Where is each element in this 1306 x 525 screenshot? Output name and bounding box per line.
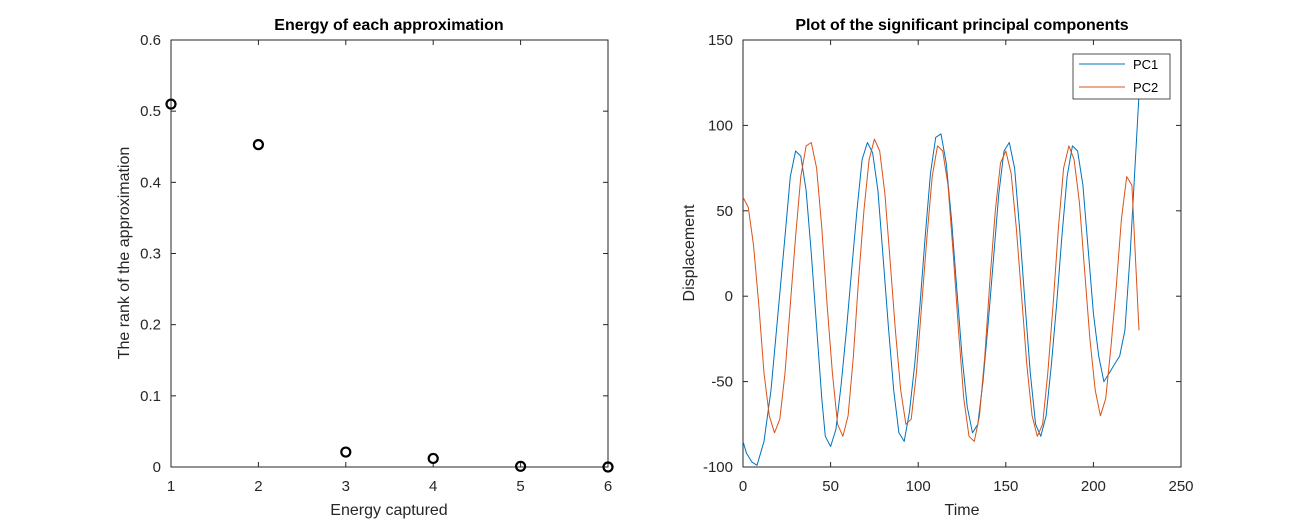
scatter-x-tick-label: 1	[167, 478, 175, 495]
line-x-tick-label: 150	[993, 478, 1018, 495]
legend: PC1 PC2	[1072, 53, 1171, 100]
line-title: Plot of the significant principal compon…	[795, 17, 1128, 34]
scatter-y-axis-label: The rank of the approximation	[116, 147, 133, 360]
scatter-y-tick-label: 0.3	[140, 246, 161, 263]
legend-label-pc2: PC2	[1133, 80, 1158, 95]
line-y-tick-label: 0	[725, 288, 733, 305]
scatter-plot-area	[170, 39, 609, 468]
scatter-x-tick-label: 3	[342, 478, 350, 495]
line-x-tick-label: 100	[906, 478, 931, 495]
line-x-axis-label: Time	[945, 502, 980, 519]
line-x-tick-label: 250	[1168, 478, 1193, 495]
line-ticks: 0 50 100 150 200 250 -100 -50 0 50 100 150	[703, 32, 1194, 495]
line-y-axis-label: Displacement	[681, 204, 698, 301]
scatter-point	[340, 446, 352, 458]
scatter-x-tick-label: 5	[516, 478, 524, 495]
series-line-pc1	[742, 94, 1140, 466]
line-plot-axes: Plot of the significant principal compon…	[681, 17, 1194, 519]
scatter-plot-axes: Energy of each approximation Energy capt…	[116, 17, 614, 519]
scatter-points	[165, 98, 614, 473]
line-y-tick-label: 100	[708, 117, 733, 134]
line-y-tick-label: 50	[716, 203, 733, 220]
line-y-tick-label: -50	[711, 374, 733, 391]
scatter-y-tick-label: 0.1	[140, 388, 161, 405]
line-x-tick-label: 0	[739, 478, 747, 495]
scatter-title: Energy of each approximation	[274, 17, 503, 34]
scatter-point	[514, 460, 527, 472]
scatter-ticks: 1 2 3 4 5 6 0 0.1 0.2 0.3 0.4 0.5 0.6	[140, 32, 612, 495]
scatter-x-axis-label: Energy captured	[330, 502, 447, 519]
line-x-tick-label: 50	[822, 478, 839, 495]
legend-box	[1072, 53, 1171, 100]
series-line-pc2	[742, 138, 1140, 442]
scatter-y-tick-label: 0	[153, 459, 161, 476]
scatter-point	[252, 139, 264, 151]
scatter-y-tick-label: 0.2	[140, 317, 161, 334]
scatter-point	[165, 98, 177, 110]
scatter-x-tick-label: 6	[604, 478, 612, 495]
line-y-tick-label: -100	[703, 459, 733, 476]
scatter-point	[427, 452, 439, 465]
line-y-tick-label: 150	[708, 32, 733, 49]
scatter-y-tick-label: 0.6	[140, 32, 161, 49]
line-x-tick-label: 200	[1081, 478, 1106, 495]
line-plot-area	[742, 39, 1182, 468]
scatter-x-tick-label: 2	[254, 478, 262, 495]
scatter-y-tick-label: 0.4	[140, 174, 161, 191]
line-series-group	[742, 94, 1140, 466]
scatter-y-tick-label: 0.5	[140, 103, 161, 120]
scatter-point	[602, 461, 614, 473]
legend-label-pc1: PC1	[1133, 57, 1158, 72]
scatter-x-tick-label: 4	[429, 478, 437, 495]
